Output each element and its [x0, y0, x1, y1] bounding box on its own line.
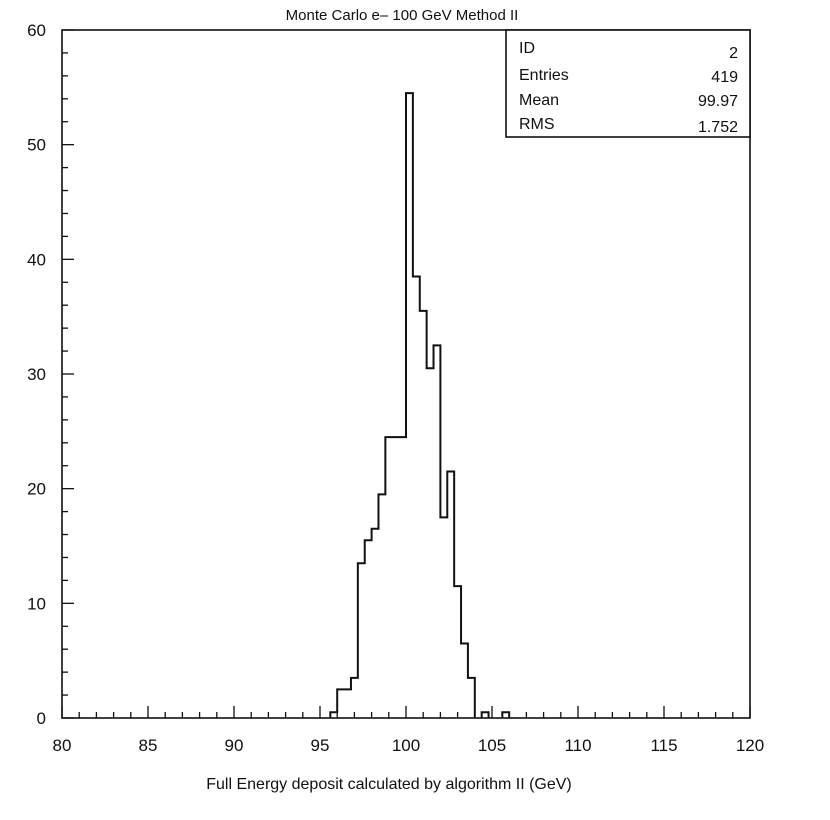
- x-axis-label: Full Energy deposit calculated by algori…: [206, 776, 572, 793]
- histogram-bin: [378, 494, 385, 718]
- histogram-bin: [358, 563, 365, 718]
- x-tick-label: 95: [311, 736, 330, 755]
- histogram-bin: [427, 368, 434, 718]
- y-tick-label: 30: [27, 365, 46, 384]
- stats-mean-label: Mean: [519, 92, 559, 109]
- chart-title: Monte Carlo e– 100 GeV Method II: [286, 7, 519, 24]
- histogram-bin: [468, 678, 475, 718]
- histogram-bin: [392, 437, 399, 718]
- histogram-bin: [502, 712, 509, 718]
- stats-id-value: 2: [729, 45, 738, 62]
- stats-entries-value: 419: [711, 69, 738, 86]
- x-tick-label: 90: [225, 736, 244, 755]
- x-tick-label: 100: [392, 736, 420, 755]
- histogram-bin: [372, 529, 379, 718]
- stats-box-frame: [505, 29, 751, 138]
- x-tick-label: 110: [564, 736, 591, 755]
- histogram-bin: [330, 712, 337, 718]
- x-tick-label: 120: [736, 736, 764, 755]
- y-tick-label: 50: [27, 136, 46, 155]
- x-tick-label: 105: [478, 736, 506, 755]
- stats-mean-value: 99.97: [698, 93, 738, 110]
- histogram-bin: [461, 643, 468, 718]
- y-tick-label: 60: [27, 21, 46, 40]
- histogram-bin: [482, 712, 489, 718]
- stats-rms-value: 1.752: [698, 119, 738, 136]
- histogram-bin: [344, 689, 351, 718]
- stats-entries-label: Entries: [519, 67, 569, 84]
- x-tick-label: 80: [53, 736, 72, 755]
- y-tick-label: 20: [27, 480, 46, 499]
- x-tick-label: 85: [139, 736, 158, 755]
- stats-box: ID 2 Entries 419 Mean 99.97 RMS 1.752: [505, 29, 751, 138]
- y-tick-label: 40: [27, 250, 46, 269]
- stats-id-label: ID: [519, 40, 535, 57]
- y-tick-label: 0: [37, 709, 46, 728]
- stats-rms-label: RMS: [519, 116, 555, 133]
- y-tick-label: 10: [27, 594, 46, 613]
- histogram-bin: [454, 586, 461, 718]
- histogram-series: [329, 92, 511, 718]
- histogram-bin: [420, 311, 427, 718]
- histogram-bin: [351, 678, 358, 718]
- histogram-bin: [434, 345, 441, 718]
- histogram-bin: [406, 93, 413, 718]
- histogram-bin: [337, 689, 344, 718]
- histogram-bin: [447, 471, 454, 718]
- histogram-bin: [413, 277, 420, 718]
- histogram-bin: [365, 540, 372, 718]
- histogram-bin: [385, 437, 392, 718]
- histogram-bin: [440, 517, 447, 718]
- histogram-bin: [399, 437, 406, 718]
- x-tick-label: 115: [650, 736, 677, 755]
